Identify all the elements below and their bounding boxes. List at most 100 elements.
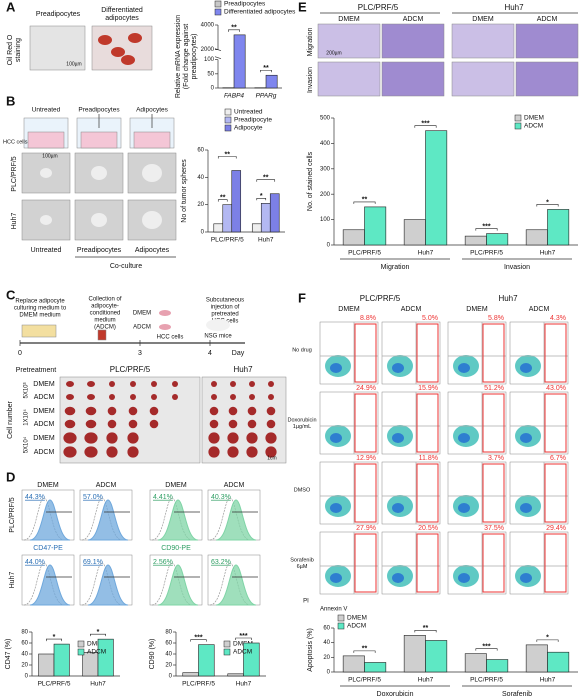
significance-bracket xyxy=(353,201,376,204)
label: 57.0% xyxy=(83,494,103,501)
label: 1µg/mL xyxy=(293,424,311,430)
tumor xyxy=(246,446,258,458)
population xyxy=(520,503,532,513)
medium xyxy=(80,131,118,149)
significance-label: * xyxy=(546,635,549,642)
legend-label: Differentiated adipocytes xyxy=(224,9,296,16)
bar xyxy=(403,219,426,246)
legend-swatch xyxy=(224,116,232,124)
label: ADCM xyxy=(34,421,55,428)
label: ADCM xyxy=(537,16,558,23)
label: 40.3% xyxy=(211,494,231,501)
legend-label: ADCM xyxy=(87,649,106,656)
y-axis-label: preadipocytes) xyxy=(191,34,198,80)
scale-bar: 1cm xyxy=(267,455,276,461)
population xyxy=(458,433,470,443)
label: ADCM xyxy=(224,482,245,489)
tumor xyxy=(208,446,220,458)
bar xyxy=(486,233,509,246)
flask xyxy=(21,324,57,338)
gate xyxy=(416,393,439,453)
significance-label: * xyxy=(53,634,56,641)
significance-label: ** xyxy=(225,151,231,158)
significance-label: * xyxy=(97,629,100,636)
panel-letter: C xyxy=(6,287,16,302)
label: Adipocytes xyxy=(136,107,169,114)
bar xyxy=(231,170,242,233)
gate xyxy=(544,393,567,453)
legend-label: DMEM xyxy=(87,641,107,648)
bar xyxy=(269,193,280,233)
tumor xyxy=(265,432,277,444)
significance-bracket xyxy=(353,650,376,653)
tumor xyxy=(249,394,255,400)
tumor xyxy=(172,394,178,400)
population xyxy=(458,503,470,513)
legend-label: Preadipocyte xyxy=(234,117,272,124)
tumor xyxy=(208,432,220,444)
flow-plot xyxy=(447,321,507,385)
label: ADCM xyxy=(133,325,151,331)
image xyxy=(451,23,515,59)
legend-swatch xyxy=(77,648,85,656)
x-tick-label: Huh7 xyxy=(90,681,106,688)
y-axis-label: No of tumor spheres xyxy=(181,159,188,223)
gate xyxy=(416,533,439,593)
y-tick-label: 40 xyxy=(21,652,28,658)
label: DMSO xyxy=(294,487,311,493)
gate xyxy=(354,323,377,383)
label: PLC/PRF/5 xyxy=(358,3,399,12)
legend-swatch xyxy=(77,640,85,648)
gate xyxy=(482,463,505,523)
y-axis-label: Relative mRNA expression xyxy=(175,15,182,98)
significance-label: *** xyxy=(482,644,490,651)
blob xyxy=(121,55,135,65)
image xyxy=(381,23,445,59)
label: (ADCM) xyxy=(94,325,116,331)
label: DMEM xyxy=(37,482,59,489)
tumor xyxy=(127,446,139,458)
legend-label: DMEM xyxy=(347,615,367,622)
label: 63.2% xyxy=(211,559,231,566)
tumor xyxy=(128,419,138,429)
bar xyxy=(82,652,99,677)
y-tick-label: 100 xyxy=(320,217,331,223)
y-tick-label: 0 xyxy=(25,674,29,680)
tumor xyxy=(249,381,255,387)
bar xyxy=(464,235,487,246)
x-tick-label: PLC/PRF/5 xyxy=(211,237,244,244)
tumor xyxy=(87,381,95,387)
legend-label: ADCM xyxy=(524,123,543,130)
histogram xyxy=(87,564,129,606)
blob xyxy=(98,35,112,45)
image xyxy=(515,61,579,97)
y-tick-label: 60 xyxy=(323,626,330,632)
label: DMEM xyxy=(338,306,360,313)
tumor xyxy=(64,406,76,416)
tumor xyxy=(149,406,159,416)
y-tick-label: 40 xyxy=(165,652,172,658)
label: 4 xyxy=(208,350,212,357)
flow-plot xyxy=(319,321,379,385)
significance-bracket xyxy=(414,630,437,633)
x-tick-label: Huh7 xyxy=(540,677,556,684)
y-tick-label: 100 xyxy=(204,57,215,63)
y-tick-label: 20 xyxy=(197,202,204,208)
image xyxy=(317,23,381,59)
population xyxy=(330,363,342,373)
population xyxy=(330,503,342,513)
y-tick-label: 0 xyxy=(201,230,205,236)
label: Differentiated xyxy=(101,7,143,14)
flow-plot xyxy=(319,531,379,595)
label: 8.8% xyxy=(360,315,376,322)
histogram xyxy=(29,564,71,606)
sphere xyxy=(142,164,162,182)
significance-label: ** xyxy=(263,65,269,72)
tumor xyxy=(266,406,276,416)
y-axis-label: No. of stained cells xyxy=(307,151,314,211)
sphere xyxy=(142,211,162,229)
legend-label: ADCM xyxy=(233,649,252,656)
y-tick-label: 60 xyxy=(21,641,28,647)
bar xyxy=(525,229,548,246)
label: 6.7% xyxy=(550,455,566,462)
